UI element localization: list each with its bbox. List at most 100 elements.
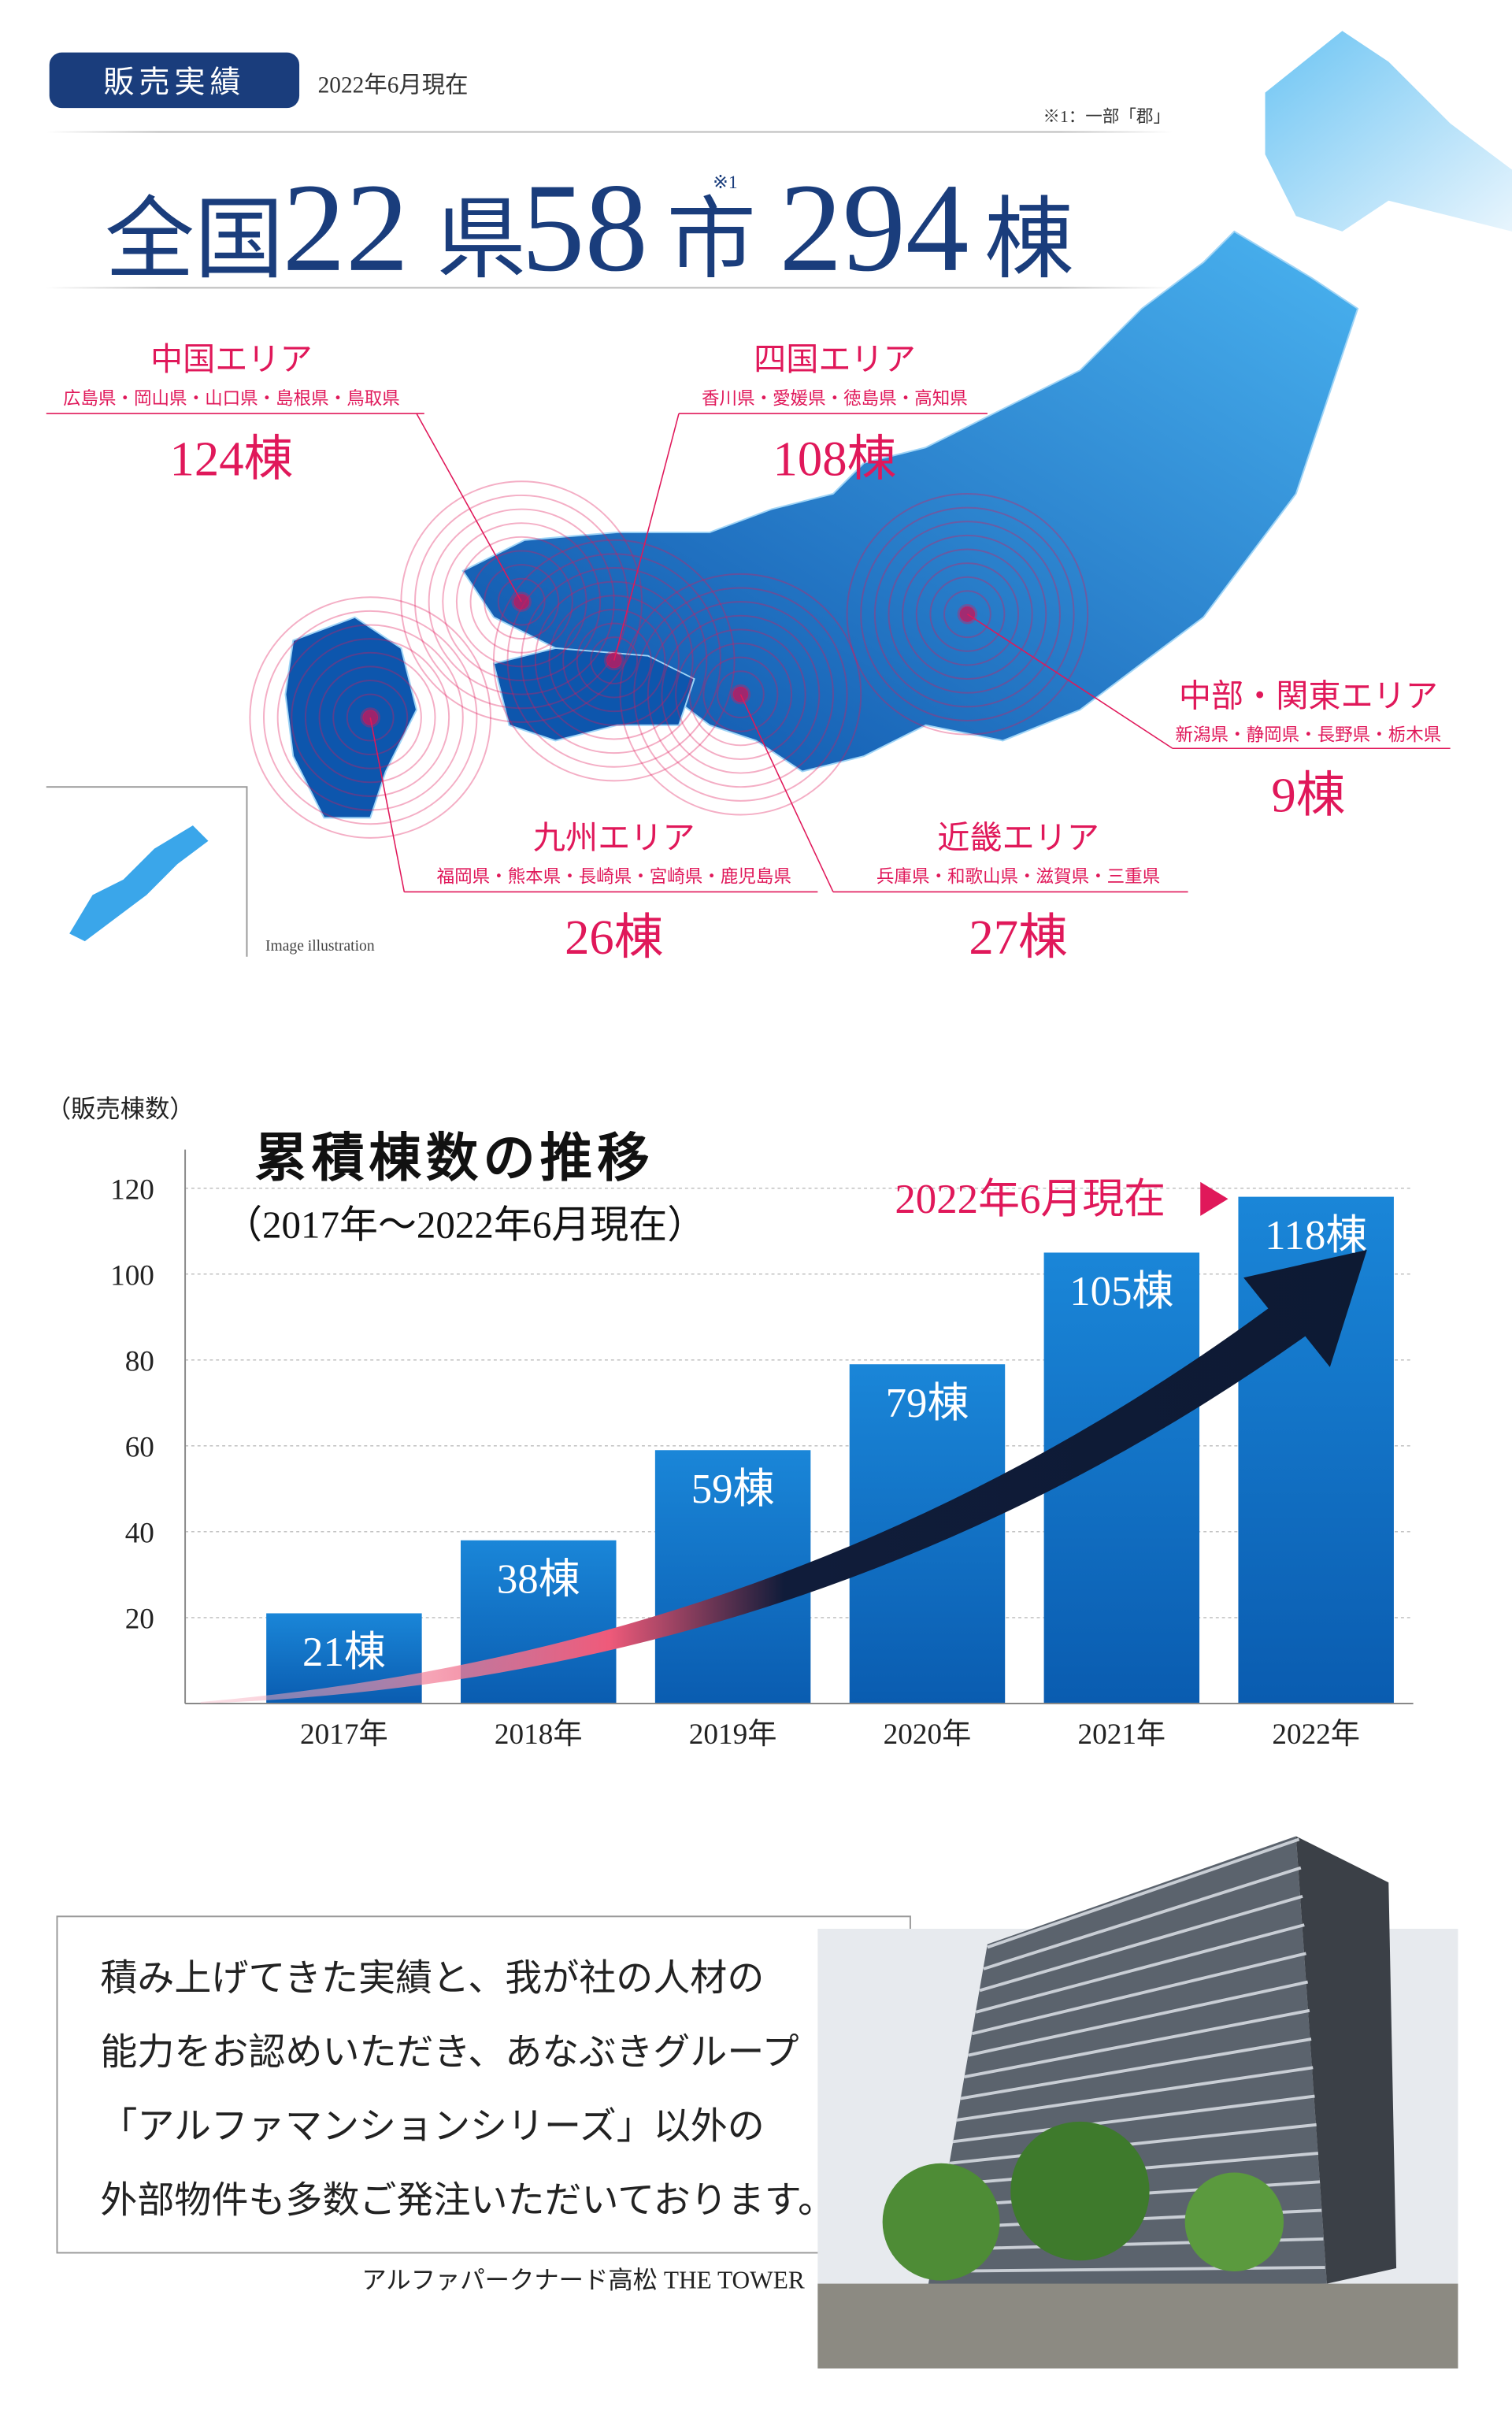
- rings: [249, 480, 1089, 839]
- ring: [263, 610, 478, 825]
- message-line: 能力をお認めいただき、あなぶきグループ: [100, 2032, 799, 2073]
- y-tick-label: 100: [110, 1259, 154, 1292]
- ring: [249, 596, 491, 839]
- ring: [647, 601, 834, 788]
- value-label: 79棟: [886, 1381, 969, 1426]
- ring: [506, 553, 721, 768]
- headline: 全国22 県58 市※1 294 棟: [105, 158, 1073, 298]
- ring: [688, 643, 793, 747]
- ring: [521, 567, 708, 754]
- area-count: 108棟: [773, 431, 897, 486]
- ring: [576, 622, 652, 699]
- ring: [548, 595, 680, 726]
- area-name: 中国エリア: [150, 341, 313, 377]
- floor: [971, 1952, 1306, 2036]
- date: 2022年6月現在: [318, 72, 469, 98]
- ring: [484, 564, 560, 640]
- ring: [943, 590, 991, 639]
- ring: [562, 608, 666, 713]
- ring: [360, 707, 380, 728]
- area-count: 26棟: [565, 910, 663, 965]
- chart-subtitle: （2017年～2022年6月現在）: [224, 1203, 706, 1246]
- ring: [442, 522, 602, 681]
- ring: [604, 650, 624, 671]
- floor: [960, 2037, 1312, 2100]
- ring: [873, 521, 1061, 708]
- ring: [497, 577, 546, 626]
- inset-frame: [46, 786, 248, 957]
- ring: [675, 628, 806, 760]
- area-prefectures: 広島県・岡山県・山口県・島根県・鳥取県: [63, 388, 400, 408]
- leader: [416, 413, 522, 602]
- ring: [414, 494, 629, 710]
- hokkaido: [1265, 31, 1512, 232]
- value-label: 118棟: [1265, 1213, 1367, 1259]
- area-count: 27棟: [969, 910, 1067, 965]
- area-name: 中部・関東エリア: [1179, 677, 1438, 714]
- headline-part: 58: [521, 158, 648, 298]
- bar: [461, 1540, 617, 1704]
- ring: [633, 587, 848, 802]
- ring: [455, 536, 587, 668]
- area-prefectures: 福岡県・熊本県・長崎県・宮崎県・鹿児島県: [437, 867, 791, 887]
- tree: [1184, 2172, 1284, 2271]
- ring: [346, 693, 395, 742]
- kyushu: [284, 616, 418, 819]
- ring: [860, 506, 1075, 721]
- ring: [511, 591, 532, 612]
- ring: [846, 492, 1089, 736]
- x-tick-label: 2019年: [689, 1718, 777, 1751]
- ring: [661, 614, 821, 774]
- ring: [929, 576, 1006, 652]
- ring: [318, 665, 422, 769]
- building: [817, 1836, 1458, 2369]
- ring: [590, 636, 639, 684]
- note: ※1：一部「郡」: [1043, 107, 1170, 126]
- y-tick-label: 80: [125, 1345, 154, 1377]
- annotation: 2022年6月現在: [895, 1177, 1166, 1222]
- headline-part: 市: [666, 191, 756, 290]
- floor: [979, 1894, 1303, 1993]
- area-count: 124棟: [170, 431, 294, 486]
- chart: （販売棟数） 20 40 60 80 100 120 2017年 2018年 2019年 2020年…: [46, 1095, 1414, 1751]
- ring: [400, 480, 643, 723]
- message-line: 「アルファマンションシリーズ」以外の: [100, 2106, 764, 2147]
- headline-part: 県: [436, 191, 526, 290]
- x-tick-label: 2021年: [1077, 1718, 1166, 1751]
- headline-part: 全国: [105, 191, 284, 290]
- area-prefectures: 香川県・愛媛県・徳島県・高知県: [702, 388, 968, 408]
- floor: [948, 2123, 1317, 2165]
- chart-title: 累積棟数の推移: [254, 1130, 654, 1188]
- area-prefectures: 新潟県・静岡県・長野県・栃木県: [1176, 725, 1442, 744]
- badge-bg: [49, 52, 300, 109]
- area-name: 四国エリア: [754, 341, 916, 377]
- leader: [966, 614, 1173, 749]
- building-caption: アルファパークナード高松 THE TOWER: [361, 2266, 805, 2293]
- tree: [1010, 2121, 1150, 2261]
- tower-side: [1295, 1836, 1397, 2284]
- ring: [902, 548, 1033, 680]
- y-tick-label: 40: [125, 1518, 154, 1550]
- ring: [332, 680, 409, 756]
- ring: [957, 604, 978, 625]
- ring: [888, 534, 1047, 694]
- area-name: 九州エリア: [533, 820, 695, 856]
- headline-part: 294: [779, 158, 969, 298]
- annotation-marker: [1200, 1181, 1228, 1216]
- ring: [291, 638, 450, 797]
- floor: [983, 1866, 1302, 1971]
- ring: [276, 624, 464, 811]
- street: [817, 2283, 1458, 2369]
- y-axis-label: （販売棟数）: [46, 1095, 195, 1122]
- y-tick-label: 60: [125, 1432, 154, 1464]
- map: Image illustration: [46, 31, 1512, 957]
- rule: [46, 131, 1173, 133]
- y-tick-label: 120: [110, 1173, 154, 1206]
- badge: 販売実績: [103, 66, 245, 100]
- ring: [702, 656, 779, 732]
- map-caption: Image illustration: [265, 938, 375, 955]
- headline-part: 22: [283, 158, 410, 298]
